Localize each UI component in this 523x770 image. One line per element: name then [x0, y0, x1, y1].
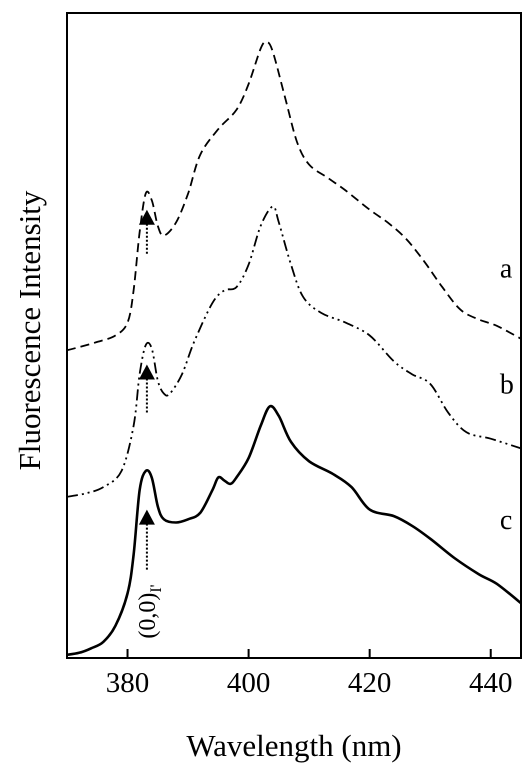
series-c-line [66, 404, 522, 657]
curve-label-a: a [500, 253, 513, 284]
y-axis-title: Fluorescence Intensity [12, 190, 47, 470]
triangle-marker-icon [138, 209, 155, 225]
peak-markers [138, 209, 155, 571]
curve-label-b: b [500, 370, 514, 401]
x-tick-label: 400 [227, 667, 271, 699]
series-layer [66, 40, 522, 657]
curve-label-c: c [500, 505, 512, 536]
peak-annotation: (0,0)I' [135, 584, 165, 638]
x-tick-label: 440 [469, 667, 513, 699]
x-tick-label: 380 [106, 667, 150, 699]
x-tick-label: 420 [348, 667, 392, 699]
plot-frame [66, 12, 522, 659]
x-axis-title: Wavelength (nm) [186, 728, 401, 763]
triangle-marker-icon [138, 364, 155, 380]
x-ticks: 380 400 420 440 [106, 649, 513, 699]
series-b-line [66, 205, 522, 498]
curve-labels: a b c (0,0)I' [135, 253, 514, 638]
triangle-marker-icon [138, 509, 155, 525]
series-a-line [66, 40, 522, 352]
